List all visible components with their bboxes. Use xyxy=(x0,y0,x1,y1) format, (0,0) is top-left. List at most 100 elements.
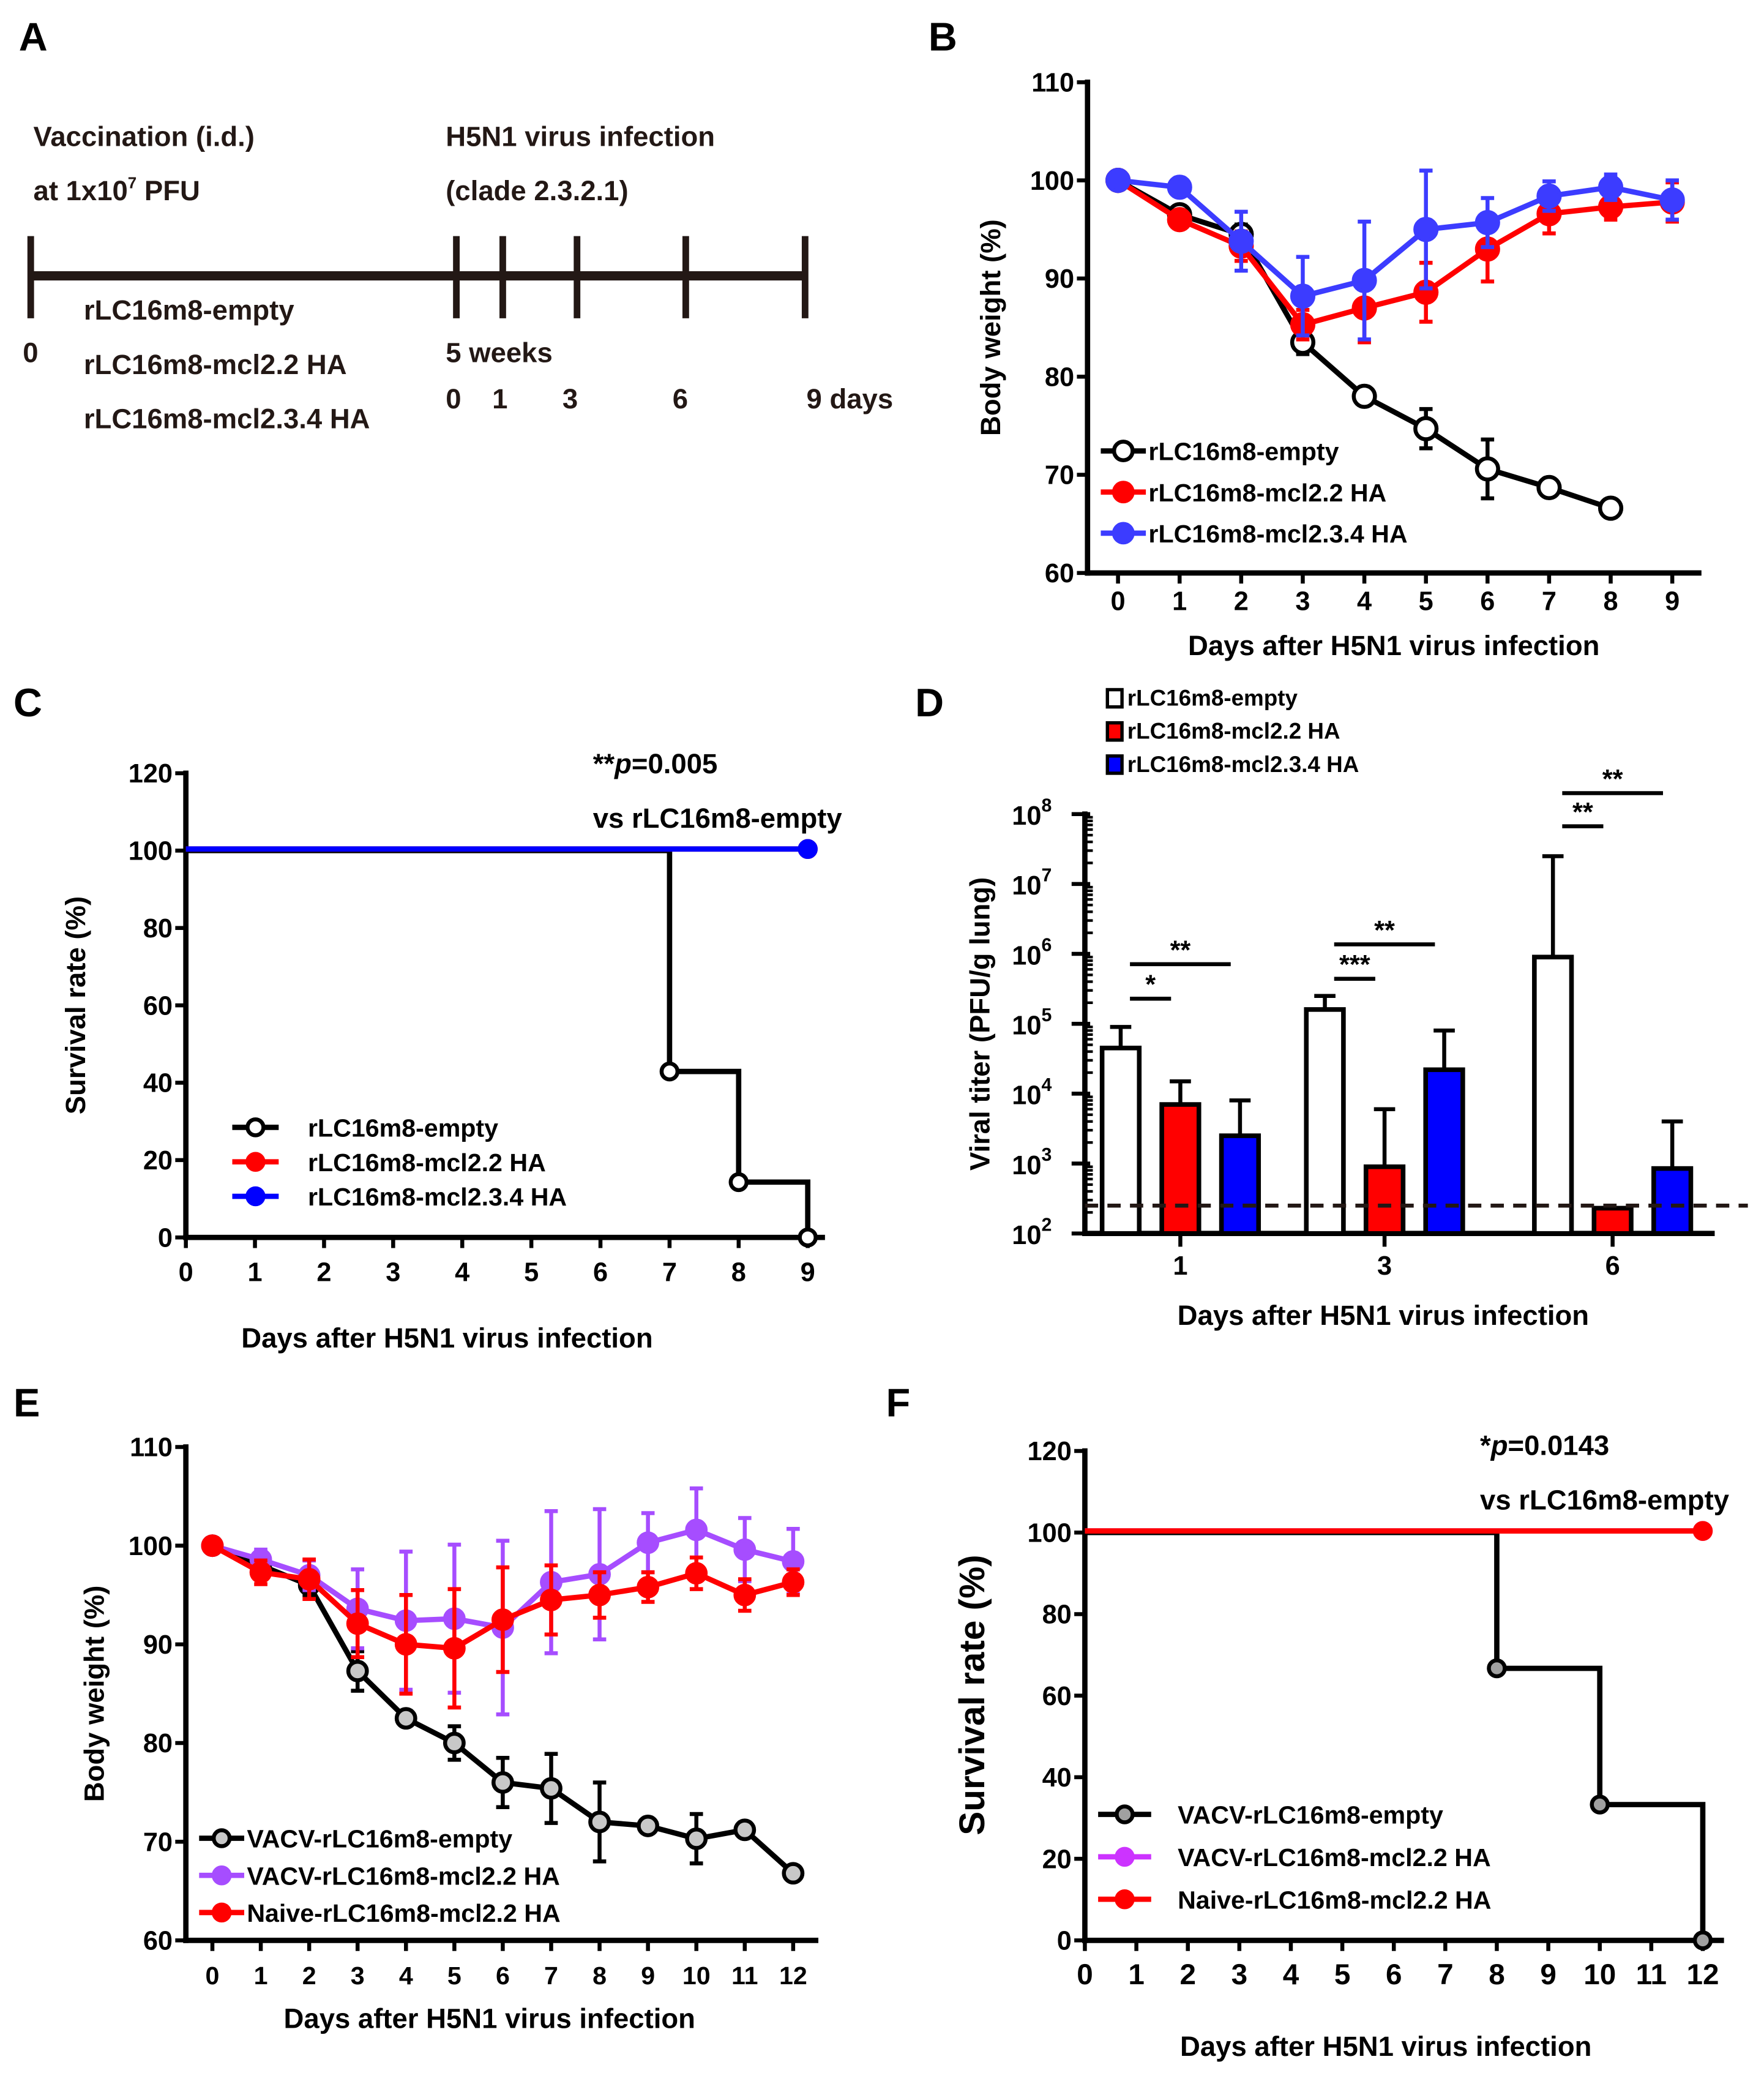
y-tick-label: 60 xyxy=(143,991,173,1021)
infection-label: H5N1 virus infection xyxy=(446,121,715,152)
y-tick-label: 20 xyxy=(1042,1845,1072,1874)
y-tick-label: 80 xyxy=(143,914,173,943)
x-tick-label: 9 xyxy=(641,1962,655,1990)
legend-label: rLC16m8-empty xyxy=(1127,685,1298,710)
bar xyxy=(1304,1007,1346,1236)
y-tick-label: 105 xyxy=(1012,1005,1052,1041)
legend-label: rLC16m8-mcl2.3.4 HA xyxy=(308,1183,567,1211)
y-tick-label: 80 xyxy=(1042,1600,1072,1630)
y-tick-label: 40 xyxy=(1042,1763,1072,1793)
legend-marker xyxy=(1115,1846,1135,1867)
p-value: =0.005 xyxy=(632,748,717,779)
p-value: =0.0143 xyxy=(1508,1430,1610,1461)
data-point xyxy=(443,1731,466,1755)
y-tick-label: 110 xyxy=(130,1433,173,1463)
tick-exponent: 2 xyxy=(1041,1215,1052,1235)
vaccination-label: Vaccination (i.d.) xyxy=(34,121,255,152)
data-point xyxy=(1351,268,1377,293)
x-tick-label: 1 xyxy=(1128,1959,1145,1991)
x-tick-label: 9 xyxy=(801,1258,815,1288)
bar xyxy=(1219,1133,1261,1236)
x-axis-title: Days after H5N1 virus infection xyxy=(1180,2031,1591,2062)
x-tick-label: 7 xyxy=(1542,587,1557,617)
data-point xyxy=(685,1518,708,1542)
p-value-annotation: *p=0.0143 xyxy=(1480,1430,1609,1461)
data-point xyxy=(733,1818,757,1842)
x-tick-label: 2 xyxy=(316,1258,331,1288)
panel-letter: B xyxy=(929,14,957,59)
data-point xyxy=(1105,168,1131,193)
x-axis-title: Days after H5N1 virus infection xyxy=(1188,630,1599,661)
x-tick-label: 8 xyxy=(1603,587,1618,617)
day-label: 3 xyxy=(562,383,578,414)
x-tick-label: 6 xyxy=(593,1258,608,1288)
legend-marker xyxy=(1112,481,1135,504)
panel-letter: D xyxy=(915,680,944,725)
y-tick-label: 110 xyxy=(1031,68,1074,97)
data-point xyxy=(346,1659,369,1682)
end-label: 9 days xyxy=(807,383,894,414)
y-tick-label: 108 xyxy=(1012,795,1052,831)
tick-base: 10 xyxy=(1012,941,1041,970)
y-axis-title: Survival rate (%) xyxy=(60,896,91,1114)
tick-exponent: 8 xyxy=(1041,795,1052,815)
data-point xyxy=(733,1538,757,1561)
significance-label: ** xyxy=(1374,916,1395,945)
panel-c-chart: 0 20 40 60 80 100 120 0 1 2 3 4 5 6 7 8 9 Survival rate (… xyxy=(60,748,842,1354)
y-tick-label: 106 xyxy=(1012,935,1052,971)
x-tick-label: 3 xyxy=(351,1962,365,1990)
bar xyxy=(1651,1166,1694,1236)
data-point xyxy=(1167,174,1192,200)
tick-base: 10 xyxy=(1012,1221,1041,1250)
day-label: 6 xyxy=(673,383,688,414)
data-point xyxy=(798,1227,818,1248)
x-tick-label: 6 xyxy=(1605,1251,1620,1281)
x-tick-label: 7 xyxy=(662,1258,677,1288)
data-point xyxy=(1598,174,1624,200)
data-point xyxy=(637,1814,660,1837)
x-tick-label: 9 xyxy=(1665,587,1680,617)
y-tick-label: 100 xyxy=(129,1532,173,1561)
x-tick-label: 1 xyxy=(248,1258,263,1288)
x-tick-label: 0 xyxy=(179,1258,193,1288)
data-point xyxy=(1659,187,1685,213)
x-tick-label: 6 xyxy=(496,1962,510,1990)
data-point xyxy=(540,1588,562,1611)
data-point xyxy=(1536,183,1562,209)
y-tick-label: 100 xyxy=(129,837,173,866)
data-point xyxy=(588,1810,611,1834)
legend-label: VACV-rLC16m8-mcl2.2 HA xyxy=(1178,1843,1491,1872)
panel-a-timeline: Vaccination (i.d.) at 1x107 PFU H5N1 virus… xyxy=(23,121,893,434)
y-tick-label: 0 xyxy=(1057,1927,1072,1956)
survival-line xyxy=(1085,1529,1706,1941)
data-point xyxy=(1692,1521,1713,1541)
tick-exponent: 6 xyxy=(1041,935,1052,956)
x-tick-label: 11 xyxy=(1636,1959,1667,1991)
x-tick-label: 0 xyxy=(1111,587,1126,617)
y-tick-label: 40 xyxy=(143,1069,173,1098)
x-tick-label: 0 xyxy=(1077,1959,1093,1991)
y-tick-label: 103 xyxy=(1012,1145,1052,1180)
data-point xyxy=(540,1777,562,1800)
y-tick-label: 90 xyxy=(1045,264,1074,294)
dose-part: at 1x10 xyxy=(34,175,128,206)
x-axis-title: Days after H5N1 virus infection xyxy=(241,1322,652,1354)
y-tick-label: 80 xyxy=(143,1729,173,1758)
x-tick-label: 2 xyxy=(302,1962,316,1990)
y-tick-label: 120 xyxy=(129,759,173,789)
legend-label: rLC16m8-mcl2.2 HA xyxy=(308,1149,546,1177)
data-point xyxy=(394,1707,417,1730)
data-point xyxy=(491,1771,514,1794)
legend-label: Naive-rLC16m8-mcl2.2 HA xyxy=(1178,1886,1491,1914)
panel-letter: A xyxy=(19,14,48,59)
data-point xyxy=(637,1575,660,1599)
data-point xyxy=(1167,207,1192,233)
data-point xyxy=(685,1562,708,1585)
y-axis-title: Body weight (%) xyxy=(78,1586,110,1802)
x-axis-title: Days after H5N1 virus infection xyxy=(284,2003,695,2034)
x-tick-label: 8 xyxy=(592,1962,607,1990)
y-tick-label: 60 xyxy=(1042,1682,1072,1711)
series-line xyxy=(1118,178,1673,299)
